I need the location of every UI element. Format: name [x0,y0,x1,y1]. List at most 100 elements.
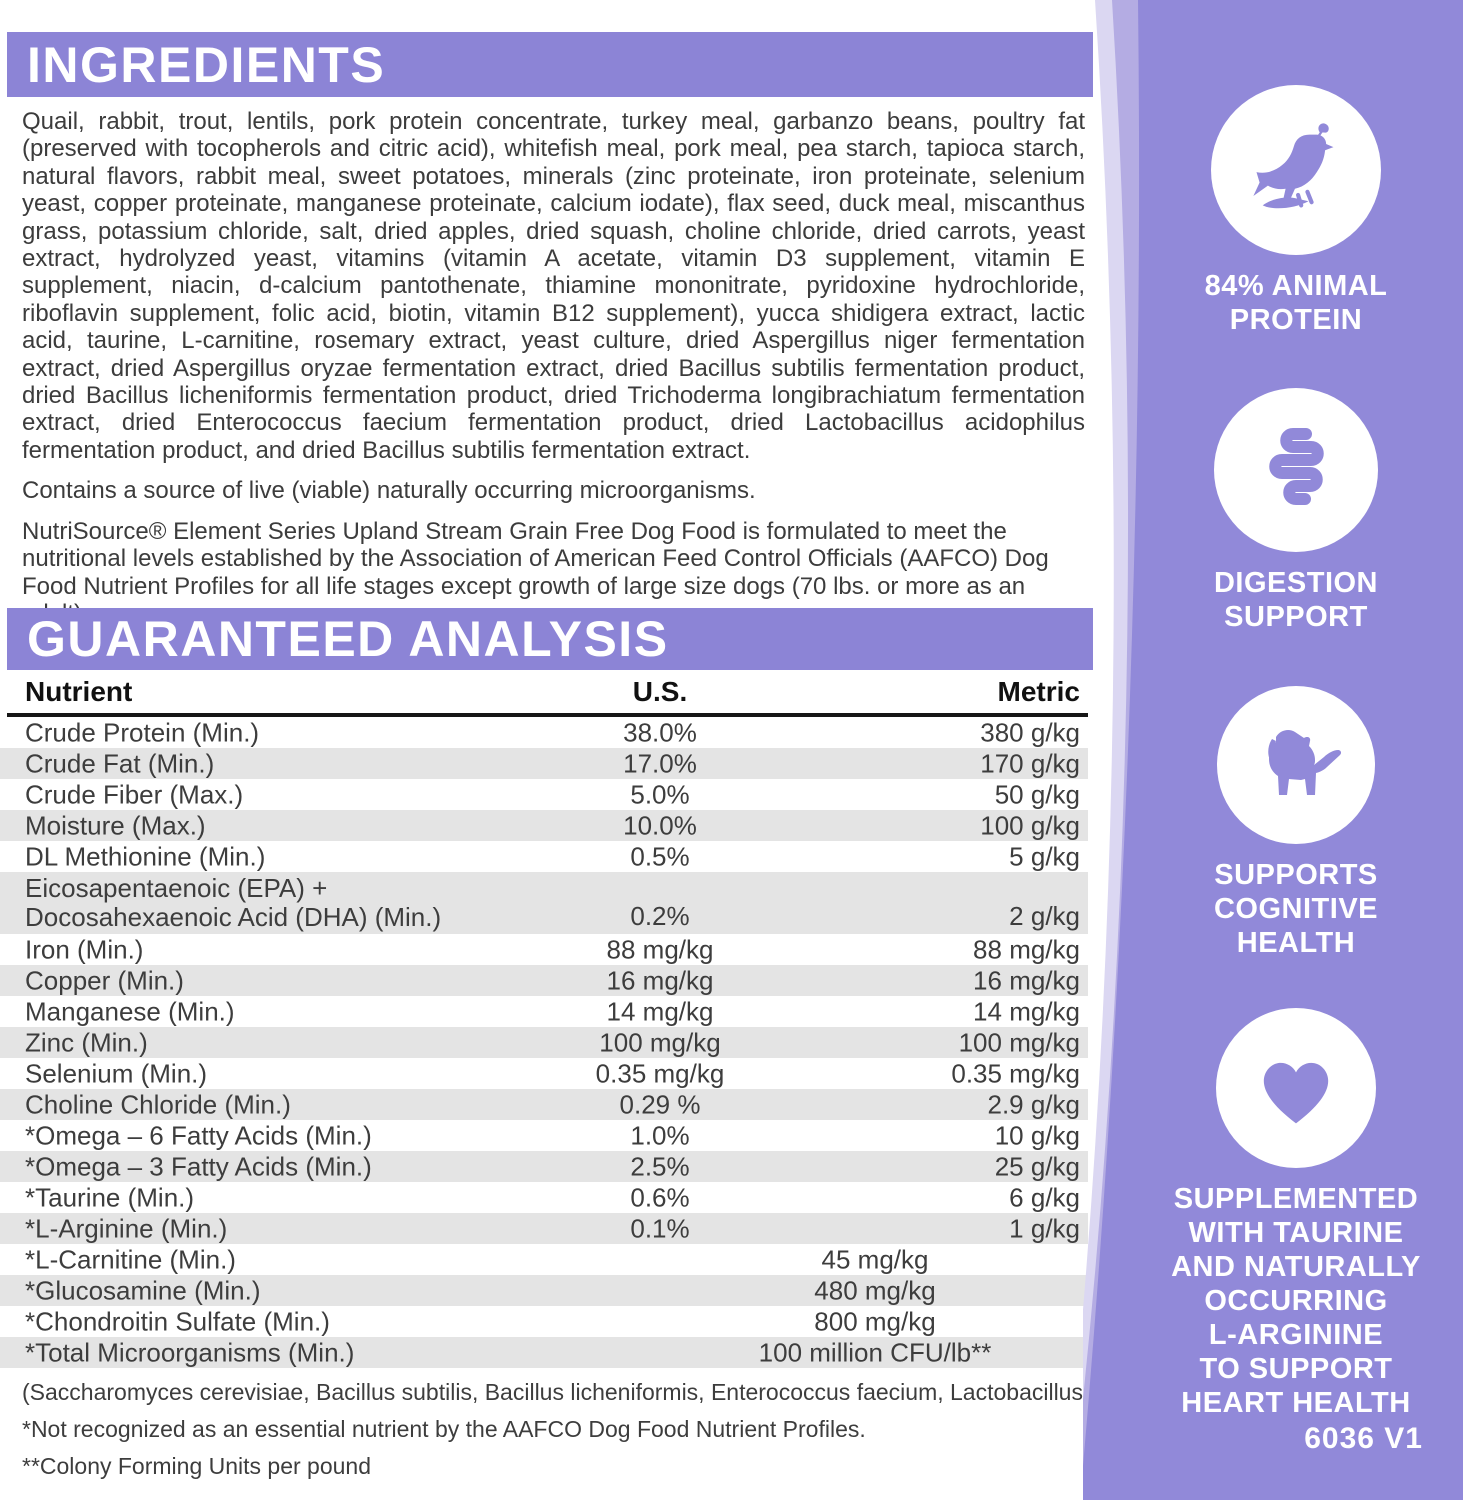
nutrient-value-us: 0.5% [630,841,690,871]
table-row: Eicosapentaenoic (EPA) + Docosahexaenoic… [0,872,1088,934]
column-header-metric: Metric [997,676,1080,707]
heart-icon [1216,1008,1376,1168]
nutrient-value-metric: 10 g/kg [994,1120,1080,1150]
nutrient-value-metric: 88 mg/kg [973,934,1080,964]
table-row: Crude Fiber (Max.) 5.0% 50 g/kg [0,779,1088,810]
table-row: Moisture (Max.) 10.0% 100 g/kg [0,810,1088,841]
table-row: DL Methionine (Min.) 0.5% 5 g/kg [0,841,1088,872]
analysis-table-header: Nutrient U.S. Metric [7,676,1088,711]
nutrient-name: Crude Fiber (Max.) [25,779,244,809]
ingredients-paragraph: Contains a source of live (viable) natur… [22,477,756,505]
benefit-badge: 84% ANIMAL PROTEIN [1166,85,1426,337]
badge-label: DIGESTION SUPPORT [1213,567,1378,633]
nutrient-value-us: 100 mg/kg [599,1027,721,1057]
nutrient-name: *L-Arginine (Min.) [25,1213,228,1243]
footnote: *Not recognized as an essential nutrient… [22,1416,866,1442]
puppy-icon [1217,686,1375,844]
nutrient-value: 800 mg/kg [814,1306,936,1336]
intestine-icon [1214,388,1378,552]
nutrient-value-us: 16 mg/kg [606,965,714,995]
nutrient-value-us: 0.35 mg/kg [595,1058,725,1088]
table-row: Manganese (Min.) 14 mg/kg 14 mg/kg [0,996,1088,1027]
nutrient-value-us: 5.0% [630,779,690,809]
column-header-nutrient: Nutrient [25,676,133,707]
nutrient-value-us: 10.0% [623,810,697,840]
table-row: Selenium (Min.) 0.35 mg/kg 0.35 mg/kg [0,1058,1088,1089]
badge-label: SUPPLEMENTED WITH TAURINE AND NATURALLY … [1171,1183,1421,1419]
table-row: *Glucosamine (Min.) 480 mg/kg [0,1275,1088,1306]
nutrient-value-metric: 50 g/kg [994,779,1080,809]
badge-label: 84% ANIMAL PROTEIN [1204,270,1388,336]
table-row: *Total Microorganisms (Min.) 100 million … [0,1337,1088,1368]
nutrient-name: Iron (Min.) [25,934,144,964]
nutrient-value-us: 38.0% [623,717,697,747]
nutrient-name: *Glucosamine (Min.) [25,1275,261,1305]
column-header-us: U.S. [632,676,688,707]
nutrient-value-metric: 0.35 mg/kg [951,1058,1080,1088]
table-row: *Omega – 3 Fatty Acids (Min.) 2.5% 25 g/kg [0,1151,1088,1182]
nutrient-name: Eicosapentaenoic (EPA) + Docosahexaenoic… [25,873,442,932]
label-code: 6036 V1 [1304,1422,1423,1455]
nutrient-value-us: 0.6% [630,1182,690,1212]
nutrient-value-us: 0.29 % [619,1089,701,1119]
ingredients-text: Quail, rabbit, trout, lentils, pork prot… [22,108,1085,640]
table-row: Zinc (Min.) 100 mg/kg 100 mg/kg [0,1027,1088,1058]
nutrient-value-metric: 1 g/kg [1009,1213,1080,1243]
nutrient-name: Crude Protein (Min.) [25,717,260,747]
table-row: Crude Fat (Min.) 17.0% 170 g/kg [0,748,1088,779]
guaranteed-analysis-title: GUARANTEED ANALYSIS [27,611,669,667]
nutrient-name: DL Methionine (Min.) [25,841,266,871]
nutrient-name: Selenium (Min.) [25,1058,208,1088]
table-row: *L-Carnitine (Min.) 45 mg/kg [0,1244,1088,1275]
quail-icon [1211,85,1381,255]
table-row: Crude Protein (Min.) 38.0% 380 g/kg [0,717,1088,748]
nutrient-value: 480 mg/kg [814,1275,936,1305]
nutrient-value: 100 million CFU/lb** [758,1337,992,1367]
table-row: *L-Arginine (Min.) 0.1% 1 g/kg [0,1213,1088,1244]
table-row: Copper (Min.) 16 mg/kg 16 mg/kg [0,965,1088,996]
analysis-table: Crude Protein (Min.) 38.0% 380 g/kg Crude F… [0,717,1088,1368]
table-row: Choline Chloride (Min.) 0.29 % 2.9 g/kg [0,1089,1088,1120]
nutrient-value-us: 0.2% [630,901,690,931]
label-content-column: INGREDIENTS Quail, rabbit, trout, lentil… [0,32,1213,1485]
nutrient-value-us: 14 mg/kg [606,996,714,1026]
footnote: (Saccharomyces cerevisiae, Bacillus subt… [22,1379,1213,1405]
nutrient-value-metric: 2 g/kg [1009,901,1080,931]
nutrient-value-us: 88 mg/kg [606,934,714,964]
ingredients-header-bar: INGREDIENTS [7,32,1093,97]
footnotes: (Saccharomyces cerevisiae, Bacillus subt… [22,1374,1213,1485]
table-row: *Chondroitin Sulfate (Min.) 800 mg/kg [0,1306,1088,1337]
ingredients-paragraph: Quail, rabbit, trout, lentils, pork prot… [22,108,1085,464]
nutrient-name: *Taurine (Min.) [25,1182,195,1212]
guaranteed-analysis-header-bar: GUARANTEED ANALYSIS [7,608,1093,670]
nutrient-value-metric: 100 mg/kg [958,1027,1080,1057]
nutrient-name: Zinc (Min.) [25,1027,148,1057]
nutrient-name: *Omega – 3 Fatty Acids (Min.) [25,1151,372,1181]
table-row: *Taurine (Min.) 0.6% 6 g/kg [0,1182,1088,1213]
benefit-badge: DIGESTION SUPPORT [1166,388,1426,634]
nutrient-name: *Omega – 6 Fatty Acids (Min.) [25,1120,372,1150]
nutrient-name: *Total Microorganisms (Min.) [25,1337,355,1367]
ingredients-title: INGREDIENTS [27,36,386,93]
nutrient-value-metric: 5 g/kg [1009,841,1080,871]
nutrient-value-us: 0.1% [630,1213,690,1243]
nutrient-name: *L-Carnitine (Min.) [25,1244,236,1274]
nutrient-name: Choline Chloride (Min.) [25,1089,291,1119]
footnote: **Colony Forming Units per pound [22,1453,372,1479]
nutrient-name: Crude Fat (Min.) [25,748,215,778]
nutrient-name: Copper (Min.) [25,965,184,995]
benefit-badge: SUPPLEMENTED WITH TAURINE AND NATURALLY … [1166,1008,1426,1420]
nutrient-value: 45 mg/kg [821,1244,929,1274]
benefits-sidebar: 84% ANIMAL PROTEIN DIGESTION SUPPORT SUP… [1083,0,1463,1500]
nutrient-name: Manganese (Min.) [25,996,235,1026]
nutrient-value-metric: 6 g/kg [1009,1182,1080,1212]
nutrient-value-metric: 16 mg/kg [973,965,1080,995]
table-row: Iron (Min.) 88 mg/kg 88 mg/kg [0,934,1088,965]
table-header-rule [7,713,1088,717]
nutrient-value-metric: 380 g/kg [980,717,1080,747]
nutrient-name: *Chondroitin Sulfate (Min.) [25,1306,330,1336]
nutrient-value-metric: 14 mg/kg [973,996,1080,1026]
nutrient-value-us: 1.0% [630,1120,690,1150]
badge-label: SUPPORTS COGNITIVE HEALTH [1213,859,1378,959]
